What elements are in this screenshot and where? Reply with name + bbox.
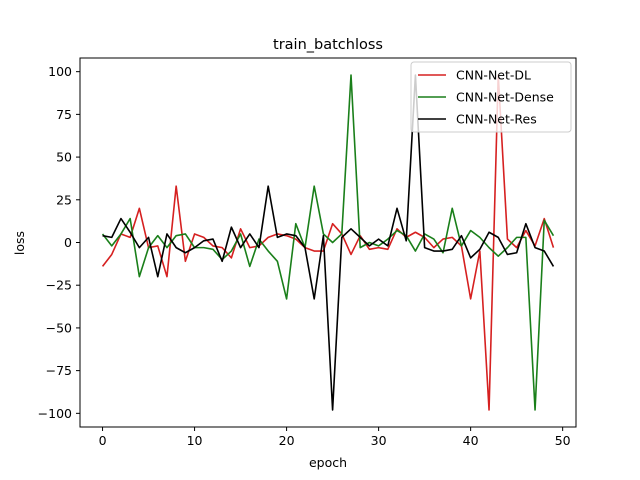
- y-tick-label: 75: [56, 107, 72, 122]
- series-line-2: [102, 74, 555, 411]
- legend-box: [410, 61, 572, 133]
- legend: CNN-Net-DL CNN-Net-Dense CNN-Net-Res: [410, 61, 572, 133]
- y-tick-label: −25: [46, 278, 72, 293]
- x-tick-label: 50: [555, 433, 571, 448]
- x-tick-label: 40: [463, 433, 479, 448]
- y-tick-label: −100: [38, 406, 72, 421]
- chart-title: train_batchloss: [273, 37, 383, 53]
- x-axis-label: epoch: [309, 455, 347, 470]
- legend-label-0: CNN-Net-DL: [456, 68, 531, 83]
- y-axis-ticks: −100 −75 −50 −25 0 25 50 75 100: [38, 64, 80, 421]
- y-tick-label: 50: [56, 150, 72, 165]
- y-tick-label: 100: [48, 64, 72, 79]
- x-tick-label: 0: [99, 433, 107, 448]
- y-tick-label: −75: [46, 363, 72, 378]
- y-tick-label: 25: [56, 192, 72, 207]
- series-line-1: [101, 74, 555, 411]
- legend-label-2: CNN-Net-Res: [456, 112, 537, 127]
- legend-label-1: CNN-Net-Dense: [456, 90, 554, 105]
- x-tick-label: 20: [279, 433, 295, 448]
- y-tick-label: 0: [64, 235, 72, 250]
- y-tick-label: −50: [46, 320, 72, 335]
- plot-lines: [101, 74, 555, 411]
- x-axis-ticks: 0 10 20 30 40 50: [99, 427, 571, 448]
- x-tick-label: 30: [371, 433, 387, 448]
- x-tick-label: 10: [187, 433, 203, 448]
- y-axis-label: loss: [12, 231, 27, 255]
